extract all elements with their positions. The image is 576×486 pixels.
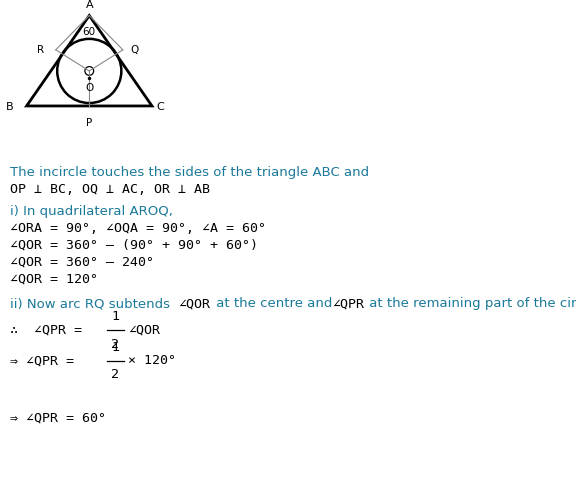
Text: 2: 2 <box>111 338 119 350</box>
Text: × 120°: × 120° <box>128 354 176 367</box>
Text: ∴  ∠QPR =: ∴ ∠QPR = <box>10 324 82 337</box>
Text: OP ⊥ BC, OQ ⊥ AC, OR ⊥ AB: OP ⊥ BC, OQ ⊥ AC, OR ⊥ AB <box>10 183 210 196</box>
Text: 60: 60 <box>83 27 96 37</box>
Text: B: B <box>6 103 13 112</box>
Text: ∠QOR = 360° – 240°: ∠QOR = 360° – 240° <box>10 256 154 269</box>
Text: The incircle touches the sides of the triangle ABC and: The incircle touches the sides of the tr… <box>10 166 369 179</box>
Text: 2: 2 <box>111 368 119 381</box>
Text: i) In quadrilateral AROQ,: i) In quadrilateral AROQ, <box>10 205 173 218</box>
Text: ∠QOR: ∠QOR <box>128 324 160 337</box>
Text: ∠QPR: ∠QPR <box>332 297 364 310</box>
Text: ∠QOR = 120°: ∠QOR = 120° <box>10 273 98 286</box>
Text: R: R <box>37 45 44 55</box>
Text: A: A <box>85 0 93 10</box>
Text: P: P <box>86 118 92 128</box>
Text: ∠QOR: ∠QOR <box>179 297 211 310</box>
Text: ∠ORA = 90°, ∠OQA = 90°, ∠A = 60°: ∠ORA = 90°, ∠OQA = 90°, ∠A = 60° <box>10 222 266 235</box>
Text: Q: Q <box>130 45 138 55</box>
Text: ⇒ ∠QPR =: ⇒ ∠QPR = <box>10 354 74 367</box>
Text: C: C <box>156 103 164 112</box>
Text: at the centre and: at the centre and <box>212 297 336 310</box>
Text: at the remaining part of the circle.: at the remaining part of the circle. <box>365 297 576 310</box>
Text: O: O <box>85 83 93 93</box>
Text: ∠QOR = 360° – (90° + 90° + 60°): ∠QOR = 360° – (90° + 90° + 60°) <box>10 239 259 252</box>
Text: 1: 1 <box>111 341 119 353</box>
Text: 1: 1 <box>111 311 119 323</box>
Text: ii) Now arc RQ subtends: ii) Now arc RQ subtends <box>10 297 175 310</box>
Text: ⇒ ∠QPR = 60°: ⇒ ∠QPR = 60° <box>10 412 107 424</box>
